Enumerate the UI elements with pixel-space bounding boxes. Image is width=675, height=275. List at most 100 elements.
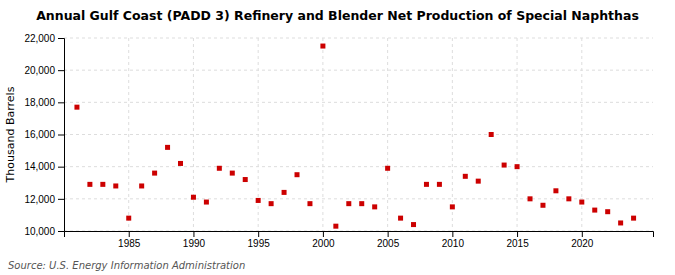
point <box>540 203 545 208</box>
tick-label: 16,000 <box>24 129 55 140</box>
point <box>282 190 287 195</box>
point <box>269 201 274 206</box>
y-axis-title: Thousand Barrels <box>4 86 17 183</box>
point <box>631 216 636 221</box>
tick-mark <box>517 231 518 237</box>
tick: 18,000 <box>24 97 64 108</box>
tick-mark <box>582 231 583 237</box>
tick-label: 18,000 <box>24 97 55 108</box>
tick-label: 1985 <box>118 238 141 249</box>
points <box>74 44 636 229</box>
point <box>256 198 261 203</box>
tick-mark <box>58 102 64 103</box>
tick-label: 2000 <box>312 238 335 249</box>
tick: 1990 <box>183 231 206 249</box>
point <box>307 201 312 206</box>
chart: 10,000 12,000 14,000 16,000 18,000 20,000 22,0… <box>0 0 675 275</box>
point <box>528 196 533 201</box>
grid-line <box>64 198 653 199</box>
tick: 14,000 <box>24 161 64 172</box>
grid-line <box>64 102 653 103</box>
point <box>178 161 183 166</box>
tick-mark <box>58 167 64 168</box>
tick: 2015 <box>506 231 529 249</box>
point <box>230 171 235 176</box>
point <box>566 196 571 201</box>
tick-label: 2010 <box>442 238 465 249</box>
y-axis: 10,000 12,000 14,000 16,000 18,000 20,000 22,0… <box>24 33 64 237</box>
point <box>411 222 416 227</box>
point <box>502 163 507 168</box>
title: Annual Gulf Coast (PADD 3) Refinery and … <box>36 8 639 23</box>
tick-mark <box>58 199 64 200</box>
tick-mark <box>58 135 64 136</box>
point <box>126 216 131 221</box>
tick: 20,000 <box>24 65 64 76</box>
grid-line <box>517 38 518 231</box>
tick: 2010 <box>442 231 465 249</box>
tick-label: 22,000 <box>24 33 55 44</box>
point <box>139 183 144 188</box>
grid-line <box>64 70 653 71</box>
grid-line <box>64 166 653 167</box>
point <box>398 216 403 221</box>
tick: 2000 <box>312 231 335 249</box>
tick-label: 12,000 <box>24 194 55 205</box>
point <box>605 209 610 214</box>
tick-mark <box>58 38 64 39</box>
point <box>359 201 364 206</box>
tick-mark <box>388 231 389 237</box>
point <box>346 201 351 206</box>
point <box>592 208 597 213</box>
point <box>437 182 442 187</box>
point <box>152 171 157 176</box>
point <box>385 166 390 171</box>
point <box>191 195 196 200</box>
point <box>333 224 338 229</box>
point <box>424 182 429 187</box>
tick-mark <box>323 231 324 237</box>
tick: 22,000 <box>24 33 64 44</box>
point <box>372 204 377 209</box>
point <box>320 44 325 49</box>
tick-label: 1995 <box>248 238 271 249</box>
tick: 16,000 <box>24 129 64 140</box>
point <box>243 177 248 182</box>
grid-line <box>452 38 453 231</box>
point <box>579 200 584 205</box>
tick-label: 20,000 <box>24 65 55 76</box>
tick-mark <box>452 231 453 237</box>
point <box>87 182 92 187</box>
tick-label: 2020 <box>571 238 594 249</box>
grid-line <box>387 38 388 231</box>
tick: 10,000 <box>24 226 64 237</box>
grid <box>64 38 653 231</box>
tick-mark <box>58 231 64 232</box>
axis-line <box>58 39 65 232</box>
grid-line <box>322 38 323 231</box>
tick: 1995 <box>248 231 271 249</box>
point <box>476 179 481 184</box>
point <box>450 204 455 209</box>
point <box>100 182 105 187</box>
tick-mark <box>58 70 64 71</box>
grid-line <box>64 38 653 39</box>
point <box>74 105 79 110</box>
point <box>515 164 520 169</box>
tick-label: 1990 <box>183 238 206 249</box>
tick: 12,000 <box>24 194 64 205</box>
tick: 2005 <box>377 231 400 249</box>
tick: 1985 <box>118 231 141 249</box>
tick-mark <box>258 231 259 237</box>
point <box>618 220 623 225</box>
tick: 2020 <box>571 231 594 249</box>
tick-label: 2015 <box>506 238 529 249</box>
point <box>463 174 468 179</box>
point <box>204 200 209 205</box>
point <box>295 172 300 177</box>
tick-mark <box>129 231 130 237</box>
tick-label: 14,000 <box>24 161 55 172</box>
tick-label: 10,000 <box>24 226 55 237</box>
point <box>217 166 222 171</box>
point <box>165 145 170 150</box>
